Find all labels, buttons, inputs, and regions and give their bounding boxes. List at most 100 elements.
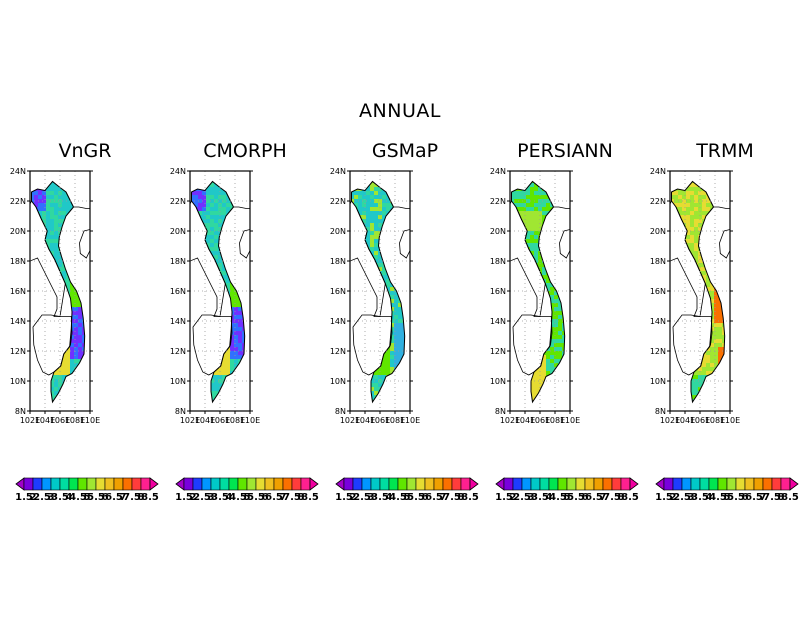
lat-tick-label: 20N [170, 227, 186, 236]
colorbar-swatch [708, 477, 719, 491]
lat-tick-label: 22N [10, 197, 26, 206]
panel-title: TRMM [696, 140, 754, 162]
lon-tick-label: 104E [515, 416, 535, 425]
rainfall-map: 24N 22N 20N 18N 16N 14N 12N 10N 8N102E104E106E10… [170, 167, 260, 425]
colorbar-label: 4 [706, 492, 713, 503]
colorbar-label: 1.5 [335, 492, 353, 503]
colorbar-label: 6 [262, 492, 269, 503]
colorbar-label: 5 [404, 492, 411, 503]
colorbar-swatch [451, 477, 462, 491]
lat-tick-label: 16N [490, 287, 506, 296]
panel-title: GSMaP [371, 140, 439, 162]
colorbar-swatch [593, 477, 604, 491]
colorbar-swatch [237, 477, 248, 491]
colorbar-label: 2.5 [353, 492, 371, 503]
colorbar-label: 4.5 [709, 492, 727, 503]
lat-tick-label: 18N [330, 257, 346, 266]
colorbar-label: 7 [440, 492, 447, 503]
colorbar-swatch [717, 477, 728, 491]
map-panel-cmorph: CMORPH 24N 22N 20N 18N 16N 14N 12N 10N 8N 102E 104… [170, 140, 320, 440]
lat-tick-label: 10N [170, 377, 186, 386]
colorbar-label: 8.5 [141, 492, 159, 503]
colorbar-label: 2.5 [513, 492, 531, 503]
colorbar-label: 4.5 [229, 492, 247, 503]
figure-title: ANNUAL [359, 100, 441, 122]
colorbar-label: 8.5 [461, 492, 479, 503]
colorbar-label: 8 [458, 492, 465, 503]
colorbar-label: 6.5 [745, 492, 763, 503]
colorbar-swatch [23, 477, 34, 491]
lat-tick-label: 24N [330, 167, 346, 176]
colorbar-label: 3 [48, 492, 55, 503]
lat-tick-label: 14N [490, 317, 506, 326]
colorbar-swatch [663, 477, 674, 491]
lat-tick-label: 8N [15, 407, 26, 416]
lon-tick-label: 104E [195, 416, 215, 425]
colorbar-swatch [59, 477, 70, 491]
lon-tick-label: 106E [50, 416, 70, 425]
colorbar-swatch [388, 477, 399, 491]
colorbar-label: 2 [670, 492, 677, 503]
colorbar-swatch [726, 477, 737, 491]
lat-tick-label: 16N [10, 287, 26, 296]
colorbar-label: 5 [244, 492, 251, 503]
colorbar-label: 8 [298, 492, 305, 503]
colorbar-label: 2 [190, 492, 197, 503]
lon-tick-label: 106E [210, 416, 230, 425]
lat-tick-label: 8N [495, 407, 506, 416]
colorbar-swatch [424, 477, 435, 491]
colorbar-swatch [753, 477, 764, 491]
colorbar-label: 2.5 [673, 492, 691, 503]
colorbar-label: 3.5 [531, 492, 549, 503]
colorbar-label: 3.5 [51, 492, 69, 503]
colorbar-swatch [611, 477, 622, 491]
colorbar-swatch [352, 477, 363, 491]
colorbar-swatch [86, 477, 97, 491]
lat-tick-label: 8N [175, 407, 186, 416]
colorbar-label: 6.5 [425, 492, 443, 503]
colorbar-label: 7.5 [123, 492, 141, 503]
lat-tick-label: 12N [490, 347, 506, 356]
lat-tick-label: 24N [170, 167, 186, 176]
lat-tick-label: 14N [10, 317, 26, 326]
lat-tick-label: 18N [490, 257, 506, 266]
colorbar-label: 6.5 [265, 492, 283, 503]
colorbar-label: 7.5 [763, 492, 781, 503]
colorbar-swatch [503, 477, 514, 491]
colorbar-label: 7.5 [283, 492, 301, 503]
lon-tick-label: 102E [180, 416, 200, 425]
lat-tick-label: 10N [490, 377, 506, 386]
lat-tick-label: 24N [650, 167, 666, 176]
colorbar-swatch [361, 477, 372, 491]
colorbar-label: 6 [582, 492, 589, 503]
colorbar-label: 6.5 [585, 492, 603, 503]
colorbar-max-arrow [149, 477, 159, 491]
map-panel-gsmap: GSMaP 24N 22N 20N 18N 16N 14N 12N 10N 8N 102E 104E… [330, 140, 480, 440]
lat-tick-label: 14N [650, 317, 666, 326]
colorbar-swatch [228, 477, 239, 491]
lat-tick-label: 8N [655, 407, 666, 416]
colorbar-label: 5.5 [247, 492, 265, 503]
colorbar-label: 1.5 [495, 492, 513, 503]
colorbar-label: 3 [688, 492, 695, 503]
lon-tick-label: 110E [720, 416, 740, 425]
lon-tick-label: 104E [35, 416, 55, 425]
colorbar-swatch [219, 477, 230, 491]
colorbar-swatch [68, 477, 79, 491]
rainfall-map: 24N 22N 20N 18N 16N 14N 12N 10N 8N102E104E106E10… [490, 167, 580, 425]
colorbar-swatch [699, 477, 710, 491]
colorbar-swatch [521, 477, 532, 491]
lon-tick-label: 104E [355, 416, 375, 425]
lat-tick-label: 16N [650, 287, 666, 296]
colorbar-swatch [291, 477, 302, 491]
lon-tick-label: 106E [530, 416, 550, 425]
colorbar-max-arrow [789, 477, 799, 491]
colorbar-swatch [183, 477, 194, 491]
colorbar: 1.522.533.544.555.566.577.588.5 [495, 477, 639, 503]
colorbar-label: 4.5 [69, 492, 87, 503]
colorbar-swatch [575, 477, 586, 491]
lat-tick-label: 8N [335, 407, 346, 416]
lat-tick-label: 10N [330, 377, 346, 386]
colorbar-label: 8.5 [781, 492, 799, 503]
colorbar-label: 5 [564, 492, 571, 503]
